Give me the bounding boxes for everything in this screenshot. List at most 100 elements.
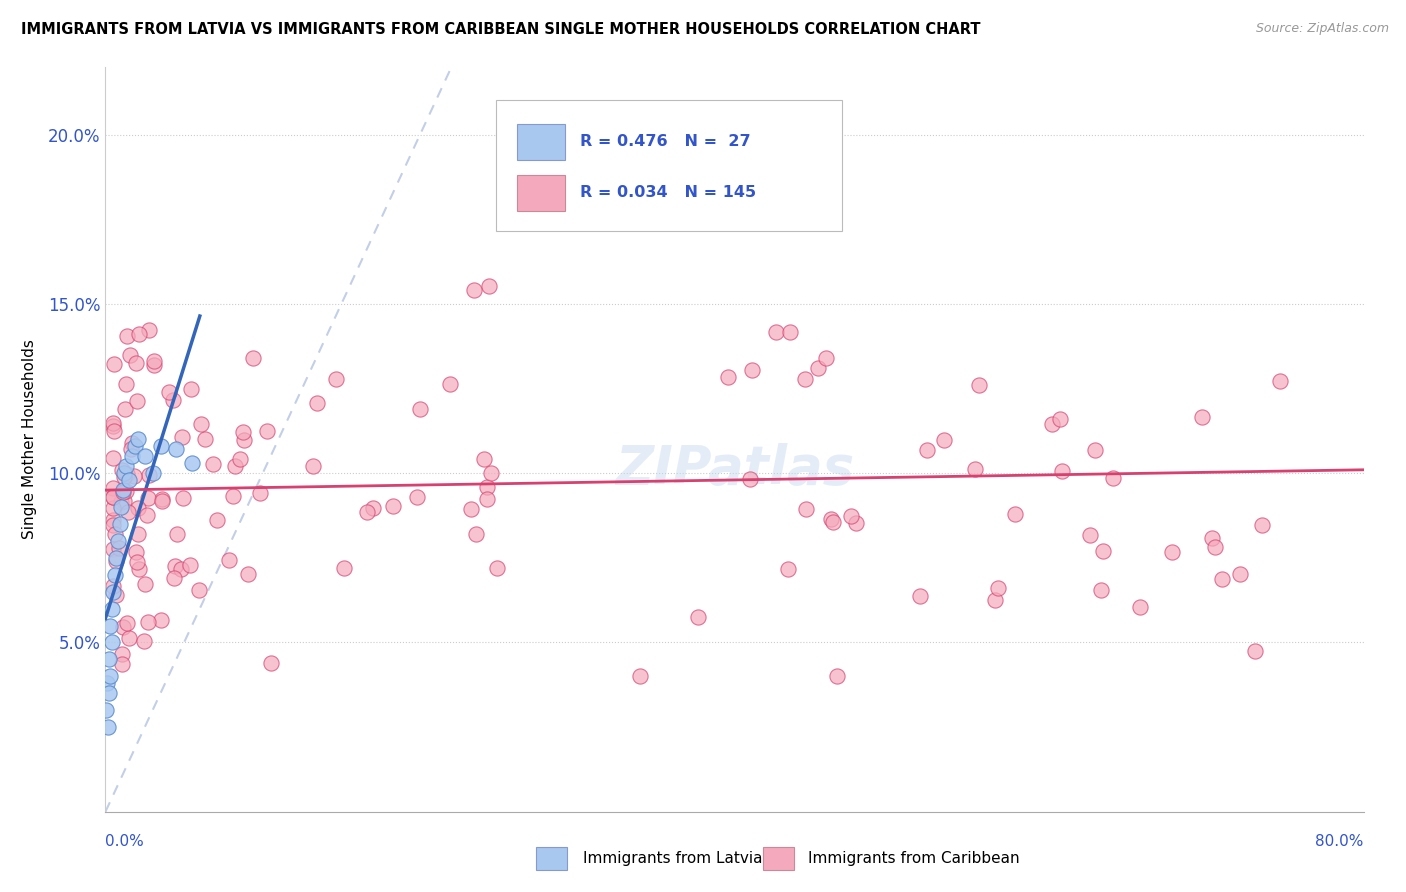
Point (103, 518, 125, 533)
Point (162, 393, 184, 408)
Point (166, 527, 188, 541)
Text: 80.0%: 80.0% (1316, 834, 1364, 849)
Point (150, 491, 173, 506)
Point (405, 491, 427, 505)
Point (103, 500, 125, 515)
Text: IMMIGRANTS FROM LATVIA VS IMMIGRANTS FROM CARIBBEAN SINGLE MOTHER HOUSEHOLDS COR: IMMIGRANTS FROM LATVIA VS IMMIGRANTS FRO… (21, 22, 980, 37)
Point (103, 416, 125, 430)
Point (821, 515, 844, 529)
Point (256, 424, 278, 438)
Point (486, 561, 509, 575)
Point (111, 483, 134, 497)
Point (717, 369, 740, 384)
Point (112, 485, 135, 500)
Point (222, 489, 245, 503)
Point (107, 533, 129, 548)
Text: Source: ZipAtlas.com: Source: ZipAtlas.com (1256, 22, 1389, 36)
Point (181, 456, 204, 470)
Point (356, 505, 378, 519)
Point (103, 513, 125, 527)
Point (98, 669, 121, 683)
Point (124, 439, 146, 453)
Point (965, 461, 987, 475)
Point (143, 354, 166, 368)
Point (108, 516, 131, 531)
Point (97, 686, 120, 700)
Point (305, 396, 328, 410)
Point (100, 635, 122, 649)
Point (125, 555, 148, 569)
Point (917, 442, 939, 457)
Point (115, 459, 138, 474)
Point (125, 393, 148, 408)
Point (172, 491, 194, 506)
Point (479, 466, 502, 480)
Point (475, 480, 498, 494)
Point (134, 576, 156, 591)
Point (1102, 471, 1125, 485)
Point (103, 450, 125, 465)
Point (333, 561, 356, 575)
Point (361, 500, 384, 515)
Point (839, 508, 862, 523)
Point (460, 502, 482, 516)
Text: ZIPatlas: ZIPatlas (614, 443, 855, 495)
Point (103, 579, 125, 593)
Point (465, 527, 488, 541)
Point (1251, 517, 1274, 532)
Point (1211, 572, 1233, 586)
Point (103, 527, 125, 541)
Point (409, 402, 432, 417)
Point (121, 435, 143, 450)
Point (105, 550, 128, 565)
Point (201, 457, 224, 471)
Point (845, 516, 868, 530)
Point (103, 541, 125, 556)
Point (118, 631, 141, 645)
Point (1004, 507, 1026, 521)
Text: Immigrants from Latvia: Immigrants from Latvia (583, 851, 763, 865)
Point (138, 467, 160, 482)
Point (218, 553, 240, 567)
Point (325, 372, 347, 386)
Point (187, 582, 209, 597)
Point (111, 657, 134, 671)
Point (105, 554, 128, 568)
Point (232, 425, 254, 440)
Point (205, 513, 228, 527)
Point (1229, 566, 1251, 581)
Point (1244, 644, 1267, 658)
Point (439, 376, 461, 391)
Point (103, 481, 125, 495)
Point (98, 618, 121, 632)
Point (194, 432, 217, 446)
Point (115, 467, 138, 481)
Point (103, 490, 125, 504)
Point (1049, 411, 1071, 425)
Point (112, 466, 135, 480)
Point (97, 652, 120, 666)
Point (984, 593, 1007, 607)
Point (118, 473, 141, 487)
Point (478, 279, 501, 293)
Point (104, 588, 127, 602)
Point (236, 566, 259, 581)
Point (142, 466, 165, 480)
Text: 0.0%: 0.0% (105, 834, 145, 849)
Point (190, 417, 212, 432)
Point (115, 328, 138, 343)
Point (111, 620, 134, 634)
Point (150, 494, 173, 508)
Point (127, 433, 149, 447)
Point (229, 452, 252, 467)
Point (1052, 464, 1074, 478)
Point (114, 494, 136, 508)
Point (1191, 409, 1213, 424)
Point (475, 492, 498, 507)
Point (103, 424, 125, 438)
Point (259, 656, 281, 670)
Point (117, 506, 139, 520)
Point (125, 545, 148, 559)
Point (135, 508, 157, 522)
Point (111, 462, 134, 476)
